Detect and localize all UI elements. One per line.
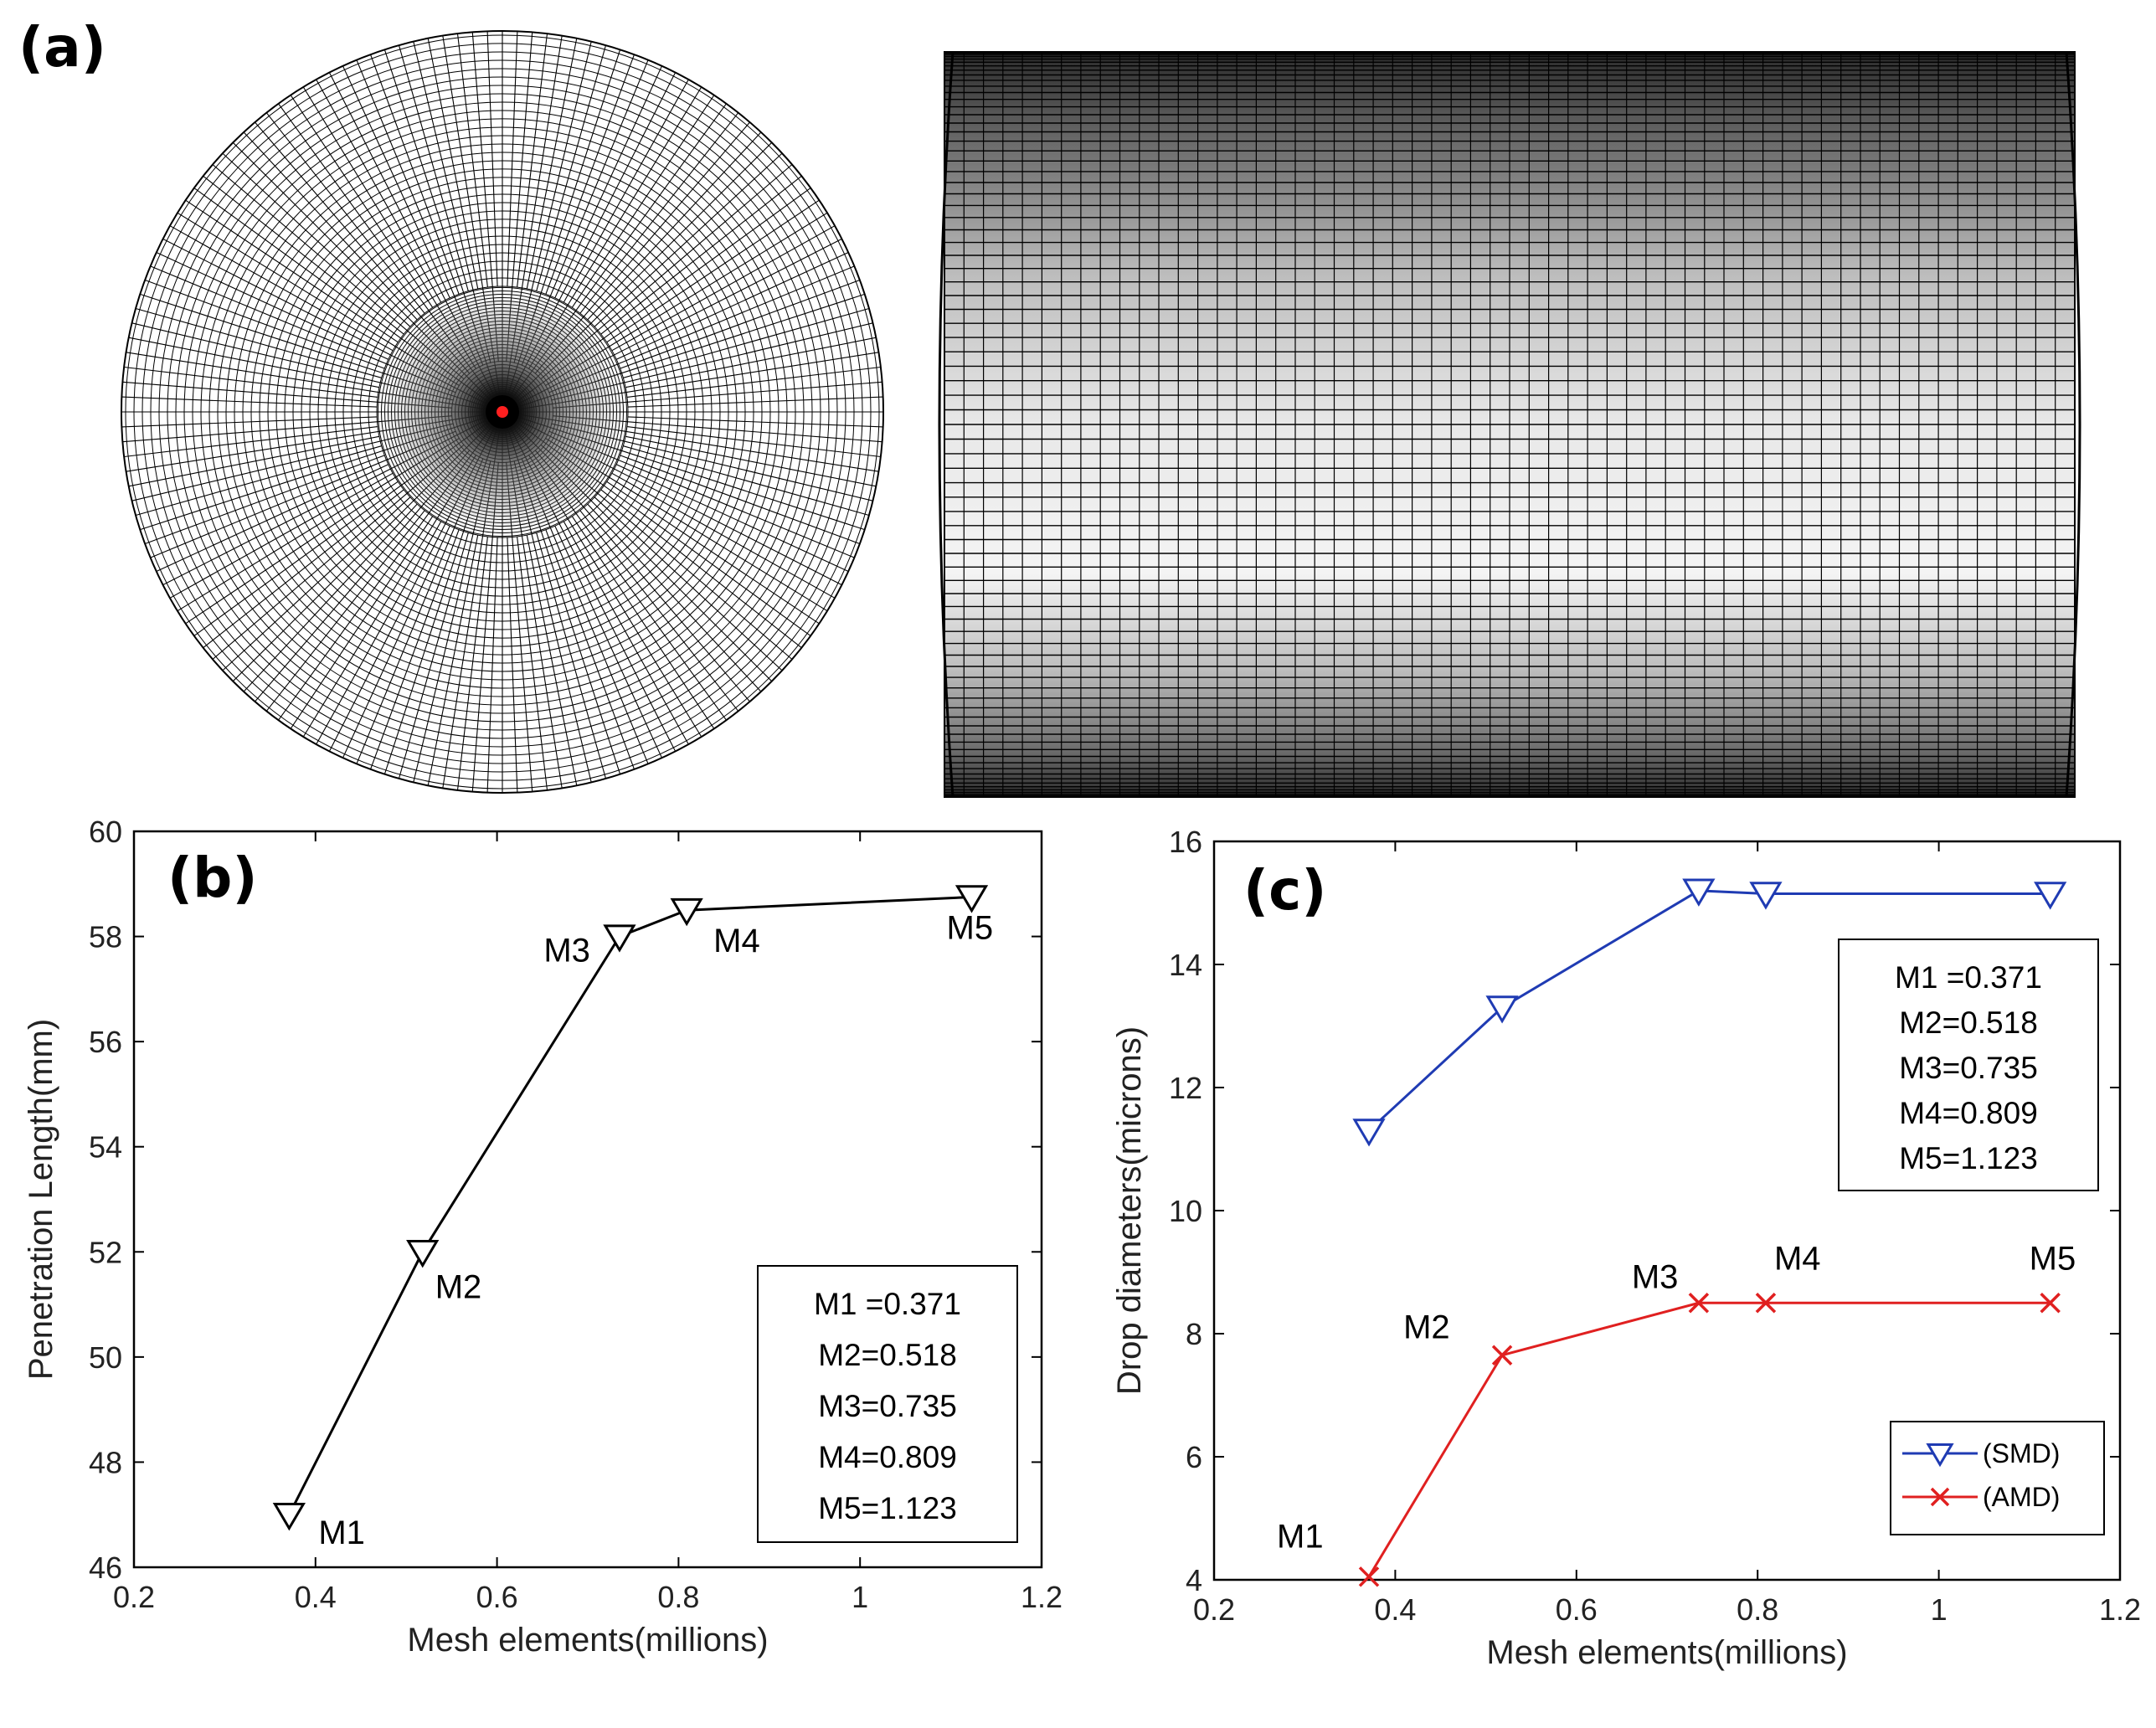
c-annotation-line: M5=1.123 — [1899, 1141, 2038, 1175]
c-ytick-label: 10 — [1169, 1194, 1202, 1228]
b-annotation-box — [757, 1265, 1018, 1543]
b-point-label: M3 — [543, 933, 590, 969]
c-ytick-label: 14 — [1169, 948, 1202, 982]
chart-c: 0.2 0.4 0.6 0.8 1 1.2 4 6 8 10 12 14 16 Mesh elements… — [1111, 825, 2141, 1671]
b-ytick-label: 48 — [89, 1445, 122, 1479]
c-ytick-label: 12 — [1169, 1071, 1202, 1105]
c-marker-0 — [1485, 995, 1519, 1024]
c-point-label: M4 — [1774, 1240, 1821, 1277]
panel-label-b: (b) — [167, 846, 258, 910]
circular-mesh — [121, 30, 884, 794]
c-marker-1 — [1491, 1345, 1513, 1365]
c-marker-1 — [1755, 1293, 1777, 1314]
chart-b: 0.2 0.4 0.6 0.8 1 1.2 46 48 50 52 54 56 58 60 Mesh ele… — [23, 815, 1063, 1659]
b-annotation-line: M1 =0.371 — [814, 1287, 961, 1321]
c-y-axis-title: Drop diameters(microns) — [1111, 1026, 1148, 1395]
c-xtick-label: 1 — [1931, 1592, 1948, 1627]
c-annotation-line: M3=0.735 — [1899, 1051, 2038, 1085]
c-xtick-label: 0.8 — [1737, 1592, 1778, 1627]
b-marker-0 — [603, 924, 636, 953]
c-xtick-label: 1.2 — [2099, 1592, 2141, 1627]
c-xtick-label: 0.6 — [1556, 1592, 1598, 1627]
c-marker-1 — [1688, 1293, 1710, 1314]
b-marker-0 — [955, 885, 989, 913]
c-marker-1 — [2040, 1293, 2061, 1314]
b-ytick-label: 54 — [89, 1130, 122, 1165]
b-marker-0 — [406, 1240, 440, 1268]
cylinder-right-edge — [2065, 51, 2081, 798]
b-point-label: M4 — [713, 923, 760, 959]
b-annotation-line: M5=1.123 — [818, 1491, 957, 1525]
b-xtick-label: 0.6 — [476, 1580, 518, 1614]
cylinder-mesh — [938, 51, 2081, 798]
c-point-label: M3 — [1632, 1258, 1679, 1295]
b-xtick-label: 0.2 — [113, 1580, 155, 1614]
b-ytick-label: 60 — [89, 815, 122, 849]
disc-outline — [121, 30, 884, 794]
b-marker-0 — [272, 1502, 306, 1531]
c-xtick-label: 0.2 — [1193, 1592, 1235, 1627]
b-ytick-label: 56 — [89, 1025, 122, 1059]
c-ytick-label: 6 — [1186, 1440, 1202, 1474]
c-ytick-label: 8 — [1186, 1317, 1202, 1351]
c-x-axis-title: Mesh elements(millions) — [1486, 1634, 1847, 1671]
b-point-label: M2 — [435, 1268, 482, 1305]
b-ytick-label: 50 — [89, 1340, 122, 1375]
center-point — [497, 406, 508, 418]
c-marker-0 — [1352, 1119, 1386, 1147]
c-legend-marker — [1930, 1487, 1950, 1507]
c-point-label: M2 — [1403, 1309, 1450, 1346]
c-point-label: M1 — [1277, 1518, 1324, 1555]
cylinder-left-edge — [938, 51, 955, 798]
cylinder-outline — [944, 51, 2076, 798]
b-point-label: M1 — [318, 1515, 365, 1551]
c-legend-label: (AMD) — [1983, 1482, 2060, 1512]
b-y-axis-title: Penetration Length(mm) — [23, 1019, 59, 1380]
b-annotation-line: M3=0.735 — [818, 1389, 957, 1423]
b-xtick-label: 1 — [852, 1580, 868, 1614]
c-point-label: M5 — [2030, 1240, 2076, 1277]
c-marker-0 — [1749, 882, 1783, 910]
c-marker-0 — [1682, 878, 1716, 907]
panel-label-c: (c) — [1243, 858, 1327, 923]
b-annotation-line: M2=0.518 — [818, 1338, 957, 1372]
b-annotation-line: M4=0.809 — [818, 1440, 957, 1474]
b-ytick-label: 46 — [89, 1551, 122, 1585]
b-x-axis-title: Mesh elements(millions) — [407, 1622, 768, 1659]
c-annotation-line: M4=0.809 — [1899, 1096, 2038, 1130]
b-xtick-label: 0.8 — [657, 1580, 699, 1614]
c-annotation-line: M1 =0.371 — [1895, 960, 2042, 995]
c-annotation-box — [1838, 939, 2099, 1191]
c-legend-label: (SMD) — [1983, 1438, 2060, 1468]
c-ytick-label: 4 — [1186, 1563, 1202, 1597]
c-marker-1 — [1358, 1566, 1380, 1587]
b-xtick-label: 1.2 — [1021, 1580, 1063, 1614]
c-annotation-line: M2=0.518 — [1899, 1005, 2038, 1040]
c-xtick-label: 0.4 — [1374, 1592, 1416, 1627]
b-ytick-label: 52 — [89, 1235, 122, 1269]
c-legend — [1890, 1421, 2105, 1535]
b-xtick-label: 0.4 — [295, 1580, 337, 1614]
b-ytick-label: 58 — [89, 920, 122, 954]
b-marker-0 — [670, 897, 703, 927]
c-marker-0 — [2034, 882, 2067, 910]
b-point-label: M5 — [947, 909, 994, 946]
c-ytick-label: 16 — [1169, 825, 1202, 859]
c-legend-marker — [1926, 1443, 1954, 1468]
panel-label-a: (a) — [18, 15, 106, 80]
